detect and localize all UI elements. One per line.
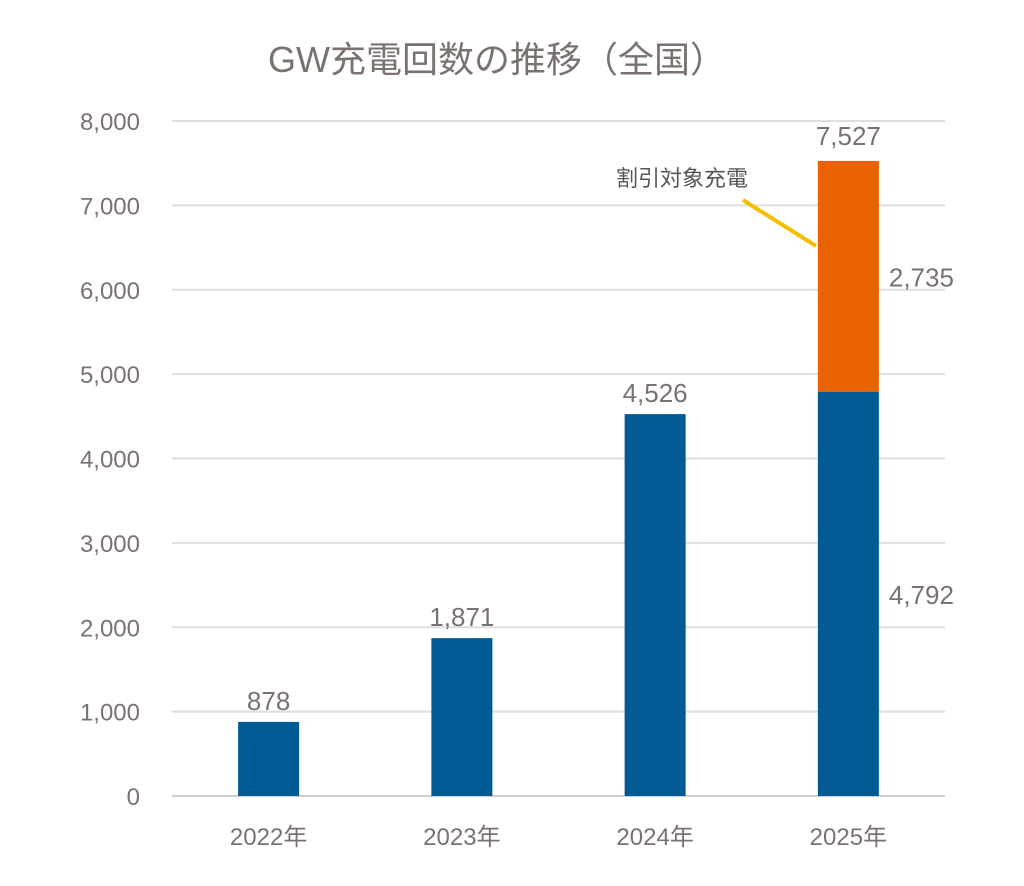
y-tick-label: 2,000 (80, 615, 140, 642)
data-label: 1,871 (429, 602, 494, 632)
y-tick-label: 1,000 (80, 700, 140, 727)
y-tick-label: 3,000 (80, 531, 140, 558)
total-label: 7,527 (816, 121, 881, 151)
x-tick-label: 2022年 (230, 824, 307, 851)
y-tick-label: 7,000 (80, 193, 140, 220)
data-label: 4,526 (623, 378, 688, 408)
y-tick-label: 5,000 (80, 362, 140, 389)
annotation-label: 割引対象充電 (616, 166, 748, 191)
data-label: 4,792 (889, 580, 954, 610)
y-tick-label: 8,000 (80, 109, 140, 136)
annotation-leader-line (741, 198, 818, 248)
bar-regular-2023年 (431, 638, 493, 796)
y-tick-label: 6,000 (80, 278, 140, 305)
bar-regular-2025年 (817, 391, 879, 796)
bar-regular-2022年 (238, 721, 300, 796)
data-label: 878 (247, 686, 290, 716)
data-label: 2,735 (889, 262, 954, 292)
y-tick-label: 4,000 (80, 447, 140, 474)
bar-discount-2025年 (817, 160, 879, 392)
x-tick-label: 2024年 (616, 824, 693, 851)
x-tick-label: 2023年 (423, 824, 500, 851)
chart-title: GW充電回数の推移（全国） (268, 39, 726, 80)
bar-regular-2024年 (624, 414, 686, 796)
x-tick-label: 2025年 (810, 824, 887, 851)
y-tick-label: 0 (127, 784, 140, 811)
